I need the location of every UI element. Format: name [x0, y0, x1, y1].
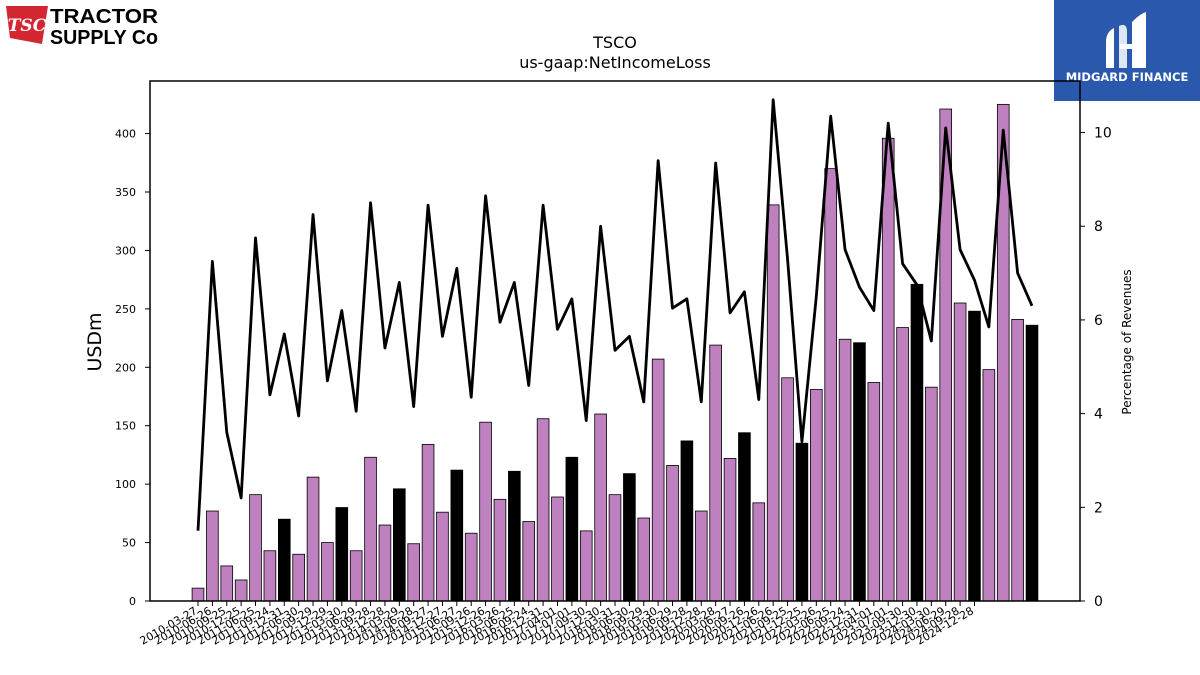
bar: [493, 498, 507, 602]
midgard-finance-logo: MIDGARD FINANCE: [1054, 0, 1200, 101]
y-tick-label: 150: [115, 420, 136, 433]
bar: [810, 389, 823, 602]
bar: [277, 518, 291, 602]
bar: [464, 532, 478, 602]
bar: [709, 344, 722, 602]
bar: [234, 579, 248, 602]
y-tick-label: 400: [115, 128, 136, 141]
bar: [522, 521, 536, 602]
bar: [910, 283, 924, 602]
bar: [407, 543, 420, 602]
y-axis-label: USDm: [84, 312, 106, 371]
bar: [292, 553, 305, 602]
bar: [393, 488, 406, 602]
bar: [824, 168, 837, 602]
tsc-badge-text: TSC: [8, 16, 47, 36]
bar: [896, 327, 909, 602]
y2-tick-label: 6: [1094, 313, 1103, 329]
bar: [694, 510, 708, 602]
bar: [206, 510, 219, 602]
y-tick-label: 100: [115, 478, 136, 491]
line-series: [196, 98, 1034, 531]
bar: [508, 470, 521, 602]
bar: [738, 432, 751, 602]
tractor-supply-logo: TSC TRACTOR SUPPLY Co: [6, 6, 159, 48]
bar: [436, 511, 449, 602]
y2-tick-label: 8: [1094, 219, 1103, 235]
bar: [378, 524, 392, 602]
bar: [853, 342, 866, 602]
bar: [637, 517, 651, 602]
y-tick-label: 350: [115, 186, 136, 199]
bar: [321, 542, 334, 602]
tsc-logo-line-1: TRACTOR: [50, 6, 159, 28]
bar: [1025, 324, 1039, 602]
bar: [249, 494, 262, 602]
bar: [867, 382, 881, 602]
bar-series: [191, 103, 1039, 602]
bar: [335, 507, 349, 602]
y-tick-label: 250: [115, 303, 136, 316]
bar: [795, 442, 809, 602]
x-axis-ticks: 2010-03-272010-06-262010-09-252010-12-25…: [138, 601, 976, 648]
tsc-logo-line-2: SUPPLY Co: [50, 27, 158, 48]
bar: [680, 440, 694, 602]
chart-subtitle: us-gaap:NetIncomeLoss: [519, 53, 711, 72]
bar: [881, 137, 895, 602]
bar: [723, 458, 737, 602]
bar: [968, 310, 981, 602]
chart-title: TSCO: [592, 33, 637, 52]
bar: [608, 494, 622, 602]
y-tick-label: 0: [129, 595, 136, 608]
y2-axis-ticks: 0 2 4 6 8 10: [1080, 126, 1112, 610]
bar: [752, 502, 766, 602]
bar: [579, 530, 593, 602]
y2-axis-label: Percentage of Revenues: [1120, 269, 1134, 414]
bar: [565, 456, 579, 602]
bar: [450, 469, 464, 602]
bar: [953, 302, 967, 602]
bar: [925, 386, 938, 602]
bar: [1011, 318, 1024, 602]
bar: [306, 476, 320, 602]
bar: [781, 377, 794, 602]
midgard-logo-text: MIDGARD FINANCE: [1066, 70, 1189, 84]
bar: [349, 550, 363, 602]
bar: [982, 369, 996, 602]
bar: [191, 587, 205, 602]
bar: [536, 418, 550, 602]
y2-tick-label: 10: [1094, 126, 1112, 142]
y2-tick-label: 0: [1094, 594, 1103, 610]
bar: [651, 358, 665, 602]
bar: [220, 565, 234, 602]
y-axis-ticks: 0 50 100 150 200 250 300 350 400: [115, 128, 150, 608]
bar: [479, 421, 492, 602]
bar: [594, 413, 607, 602]
bar: [364, 456, 377, 602]
midgard-emblem-icon: [1106, 12, 1146, 68]
percentage-line: [196, 98, 1034, 531]
y-tick-label: 300: [115, 244, 136, 257]
bar: [421, 444, 435, 602]
bar: [263, 550, 277, 602]
bar: [838, 338, 852, 602]
tsc-badge-shape: [6, 6, 48, 44]
bar: [551, 496, 564, 602]
y2-tick-label: 4: [1094, 407, 1103, 423]
y-tick-label: 50: [122, 537, 136, 550]
y2-tick-label: 2: [1094, 500, 1103, 516]
bar: [666, 465, 679, 602]
y-tick-label: 200: [115, 361, 136, 374]
bar: [623, 473, 636, 602]
bar: [766, 204, 780, 602]
